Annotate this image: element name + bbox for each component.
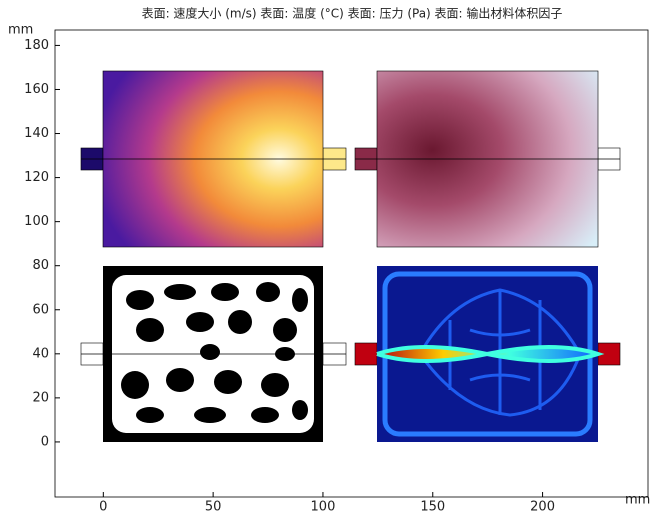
- x-tick-label: 0: [99, 500, 107, 515]
- x-tick-label: 200: [530, 500, 555, 515]
- x-tick-label: 100: [311, 500, 336, 515]
- y-tick-label: 100: [24, 214, 49, 229]
- y-tick-label: 80: [32, 258, 49, 273]
- chart-title: 表面: 速度大小 (m/s) 表面: 温度 (°C) 表面: 压力 (Pa) 表…: [142, 6, 563, 21]
- inlet: [354, 342, 378, 366]
- y-tick-label: 0: [41, 434, 49, 449]
- y-tick-label: 60: [32, 302, 49, 317]
- x-axis-label: mm: [625, 493, 650, 508]
- y-tick-label: 120: [24, 170, 49, 185]
- y-axis-label: mm: [8, 23, 33, 38]
- y-tick-label: 180: [24, 38, 49, 53]
- material-holes: [121, 282, 308, 423]
- y-tick-label: 140: [24, 126, 49, 141]
- x-tick-label: 50: [205, 500, 222, 515]
- y-tick-label: 20: [32, 390, 49, 405]
- surface-panels: [80, 70, 621, 442]
- y-tick-label: 40: [32, 346, 49, 361]
- x-tick-label: 150: [420, 500, 445, 515]
- y-tick-label: 160: [24, 82, 49, 97]
- flow-jet: [376, 345, 605, 363]
- plot-frame: [54, 29, 649, 498]
